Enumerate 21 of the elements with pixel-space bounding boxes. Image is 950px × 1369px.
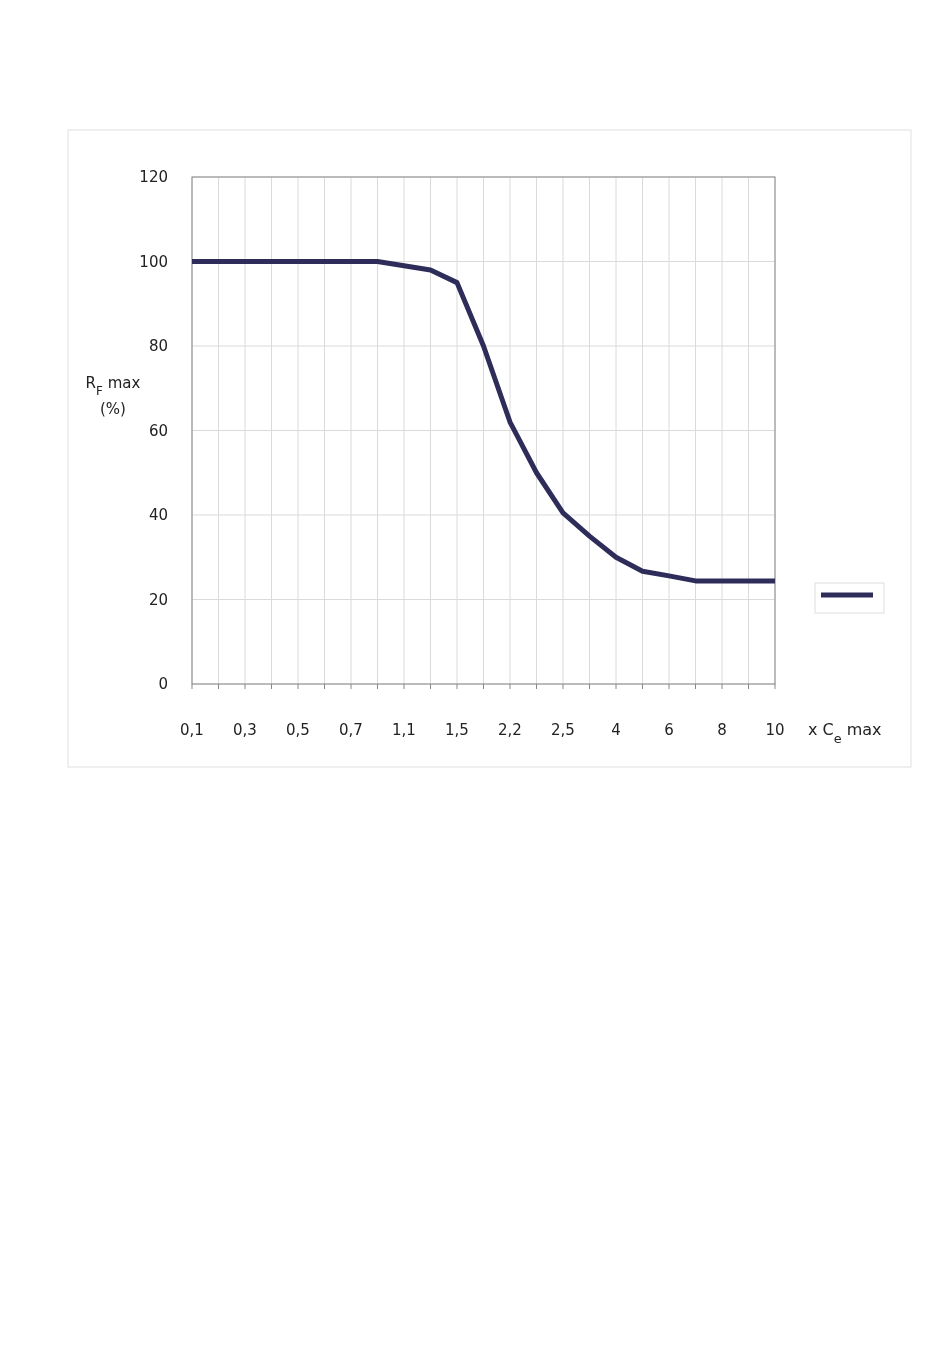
x-tick-label: 2,5 — [551, 721, 575, 739]
y-tick-label: 0 — [158, 675, 168, 693]
x-tick-label: 4 — [611, 721, 621, 739]
y-tick-label: 40 — [148, 506, 168, 524]
x-tick-label: 8 — [717, 721, 727, 739]
x-tick-label: 1,1 — [392, 721, 416, 739]
x-tick-label: 0,5 — [286, 721, 310, 739]
y-tick-label: 120 — [139, 168, 168, 186]
x-tick-label: 1,5 — [445, 721, 469, 739]
x-tick-label: 10 — [765, 721, 785, 739]
y-axis-title: R$_{F}$ max (%) — [85, 374, 141, 418]
x-axis-title: x C$_{e}$ max — [808, 720, 882, 746]
y-tick-label: 80 — [148, 337, 168, 355]
x-tick-label: 0,1 — [180, 721, 204, 739]
y-tick-label: 20 — [148, 590, 168, 609]
x-tick-label: 0,3 — [233, 721, 257, 739]
x-tick-label: 6 — [664, 721, 674, 739]
y-tick-label: 60 — [148, 421, 168, 440]
y-tick-label: 100 — [139, 252, 168, 271]
x-tick-label: 0,7 — [339, 721, 363, 739]
x-tick-label: 2,2 — [498, 721, 522, 739]
